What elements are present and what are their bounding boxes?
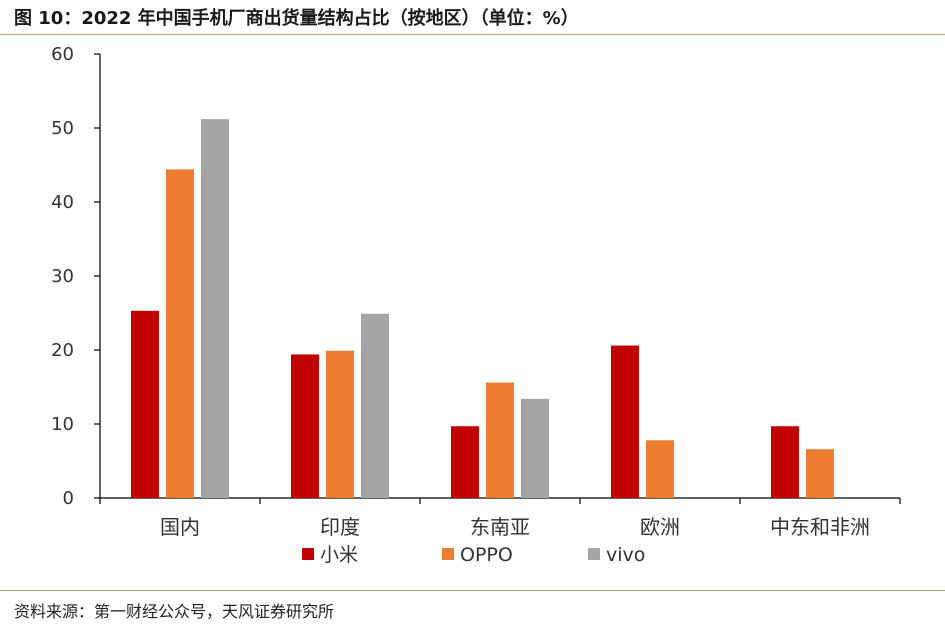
bar-3-2 <box>361 313 389 498</box>
bar-chart: 0 10 20 30 40 50 60 国内 印度 东南亚 欧洲 中东和非洲 小米 OPPO vivo <box>51 44 901 566</box>
y-tick-label: 10 <box>51 414 74 435</box>
y-tick-label: 30 <box>51 266 74 287</box>
bar-1-2 <box>291 354 319 498</box>
bar-2-4 <box>646 440 674 498</box>
source-divider <box>0 590 945 591</box>
bar-3-1 <box>201 119 229 499</box>
x-category-label: 印度 <box>320 515 360 539</box>
bar-1-5 <box>771 426 799 498</box>
source-note: 资料来源：第一财经公众号，天风证券研究所 <box>14 602 335 621</box>
bar-1-4 <box>611 345 639 498</box>
x-category-label: 欧洲 <box>640 515 680 539</box>
chart-axes <box>94 53 901 504</box>
legend-swatch <box>442 548 454 560</box>
chart-bars <box>131 119 834 499</box>
title-divider <box>0 34 945 35</box>
x-category-label: 国内 <box>160 515 200 539</box>
legend-label: vivo <box>606 544 645 566</box>
chart-title: 图 10：2022 年中国手机厂商出货量结构占比（按地区）（单位：%） <box>14 8 579 29</box>
legend-swatch <box>588 548 600 560</box>
legend-label: OPPO <box>460 544 513 566</box>
y-tick-label: 0 <box>63 488 74 509</box>
bar-1-1 <box>131 310 159 498</box>
bar-3-3 <box>521 398 549 498</box>
legend-label: 小米 <box>320 544 358 566</box>
bar-2-1 <box>166 169 194 498</box>
y-tick-label: 60 <box>51 44 74 65</box>
y-tick-label: 50 <box>51 118 74 139</box>
y-tick-label: 20 <box>51 340 74 361</box>
bar-2-3 <box>486 382 514 498</box>
chart-legend: 小米 OPPO vivo <box>302 544 645 566</box>
bar-1-3 <box>451 426 479 498</box>
y-tick-label: 40 <box>51 192 74 213</box>
bar-2-2 <box>326 350 354 498</box>
x-category-label: 中东和非洲 <box>770 515 870 539</box>
legend-swatch <box>302 548 314 560</box>
x-category-label: 东南亚 <box>470 515 530 539</box>
bar-2-5 <box>806 449 834 498</box>
chart-labels: 0 10 20 30 40 50 60 国内 印度 东南亚 欧洲 中东和非洲 <box>51 44 870 539</box>
